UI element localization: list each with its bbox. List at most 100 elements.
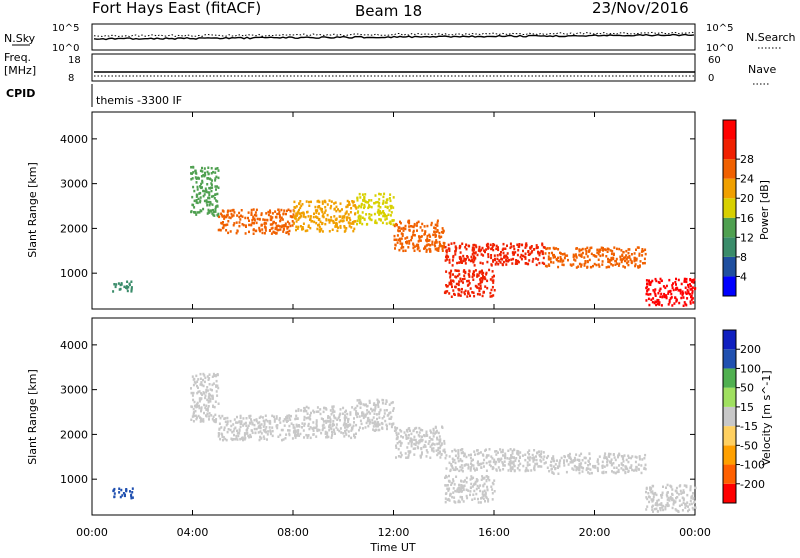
echo-cell (275, 232, 277, 235)
echo-cell (446, 284, 449, 288)
echo-cell (217, 186, 220, 189)
echo-cell (569, 457, 572, 461)
echo-cell (601, 260, 604, 263)
echo-cell (332, 405, 335, 408)
echo-cell (478, 463, 481, 467)
echo-cell (356, 399, 359, 402)
echo-cell (222, 436, 225, 439)
echo-cell (648, 303, 651, 307)
echo-cell (427, 243, 430, 246)
echo-cell (615, 247, 618, 251)
echo-cell (126, 280, 129, 283)
echo-cell (584, 461, 587, 465)
echo-cell (594, 466, 597, 469)
echo-cell (216, 192, 219, 196)
echo-cell (656, 499, 659, 503)
echo-cell (215, 188, 217, 191)
echo-cell (215, 374, 218, 377)
echo-cell (130, 494, 133, 498)
echo-cell (444, 259, 447, 262)
freq-strip-frame (91, 53, 696, 82)
echo-cell (416, 247, 419, 251)
echo-cell (192, 383, 195, 387)
echo-cell (480, 248, 483, 252)
echo-cell (218, 414, 221, 418)
echo-cell (346, 204, 349, 207)
echo-cell (672, 501, 675, 505)
echo-cell (457, 499, 460, 503)
echo-cell (196, 194, 199, 197)
echo-cell (458, 261, 461, 264)
echo-cell (672, 288, 675, 292)
echo-cell (552, 465, 555, 468)
echo-cell (266, 218, 269, 222)
echo-cell (263, 423, 266, 426)
echo-cell (509, 464, 512, 467)
echo-cell (389, 193, 392, 196)
echo-cell (627, 248, 630, 251)
echo-cell (465, 455, 468, 459)
colorbar-segment (723, 406, 736, 427)
echo-cell (666, 498, 669, 501)
echo-cell (210, 172, 213, 175)
echo-cell (224, 437, 227, 441)
echo-cell (478, 245, 481, 249)
echo-cell (486, 488, 489, 491)
echo-cell (399, 239, 402, 243)
echo-cell (200, 417, 203, 420)
echo-cell (620, 455, 623, 458)
echo-cell (271, 426, 274, 429)
echo-cell (486, 485, 489, 489)
echo-cell (463, 274, 466, 277)
echo-cell (331, 411, 334, 414)
echo-cell (243, 434, 246, 437)
echo-cell (197, 197, 200, 201)
echo-cell (205, 190, 208, 194)
echo-cell (519, 462, 522, 466)
echo-cell (399, 451, 402, 454)
echo-cell (463, 453, 466, 456)
echo-cell (651, 279, 654, 283)
echo-cell (407, 454, 410, 457)
echo-cell (212, 382, 215, 385)
echo-cell (461, 459, 464, 463)
echo-cell (354, 406, 357, 410)
echo-cell (381, 202, 384, 205)
colorbar-segment (723, 178, 736, 199)
echo-cell (249, 414, 252, 418)
echo-cell (318, 200, 321, 204)
echo-cell (229, 216, 232, 220)
echo-cell (221, 215, 224, 218)
echo-cell (480, 478, 483, 481)
echo-cell (649, 283, 652, 286)
echo-cell (652, 498, 655, 501)
echo-cell (419, 439, 422, 442)
echo-cell (525, 244, 528, 248)
echo-cell (236, 429, 238, 432)
echo-cell (388, 417, 391, 420)
echo-cell (389, 214, 392, 217)
echo-cell (635, 465, 638, 469)
echo-cell (667, 303, 670, 306)
echo-cell (378, 411, 381, 414)
echo-cell (370, 218, 373, 222)
colorbar-tick-label: 15 (740, 401, 754, 414)
echo-cell (451, 465, 453, 468)
echo-cell (358, 415, 361, 418)
echo-cell (248, 436, 251, 439)
echo-cell (209, 201, 212, 205)
echo-cell (490, 295, 493, 298)
echo-cell (483, 458, 486, 462)
echo-cell (203, 403, 206, 407)
echo-cell (119, 283, 122, 287)
echo-cell (429, 235, 432, 238)
echo-cell (597, 250, 600, 253)
echo-cell (626, 256, 629, 259)
echo-cell (312, 433, 315, 436)
echo-cell (349, 411, 352, 414)
echo-cell (408, 242, 411, 245)
echo-cell (436, 438, 439, 441)
echo-cell (198, 177, 200, 180)
echo-cell (469, 259, 472, 263)
echo-cell (297, 218, 300, 221)
